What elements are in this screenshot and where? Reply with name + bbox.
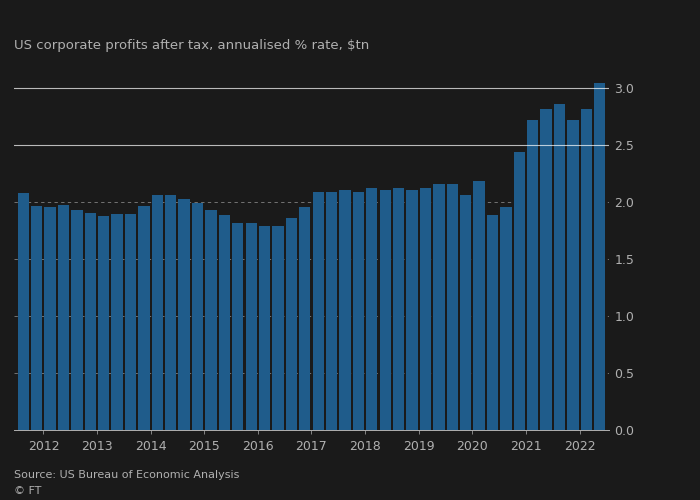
Bar <box>98 216 109 430</box>
Bar <box>85 212 96 430</box>
Bar <box>18 193 29 430</box>
Bar <box>58 204 69 430</box>
Bar <box>178 199 190 430</box>
Bar <box>473 180 484 430</box>
Bar <box>246 223 257 430</box>
Bar <box>111 214 123 430</box>
Bar <box>447 184 458 430</box>
Bar <box>286 218 297 430</box>
Bar <box>232 223 244 430</box>
Bar <box>205 210 217 430</box>
Bar <box>299 207 311 430</box>
Bar <box>192 204 203 430</box>
Bar <box>393 188 405 430</box>
Bar <box>71 210 83 430</box>
Bar <box>554 104 565 430</box>
Bar <box>326 192 337 430</box>
Bar <box>45 207 56 430</box>
Bar <box>500 207 512 430</box>
Bar <box>527 120 538 430</box>
Bar <box>272 226 284 430</box>
Bar <box>31 206 43 430</box>
Bar <box>420 188 431 430</box>
Bar <box>165 196 176 430</box>
Bar <box>340 190 351 430</box>
Bar <box>433 184 444 430</box>
Bar <box>139 206 150 430</box>
Text: © FT: © FT <box>14 486 41 496</box>
Bar <box>460 196 471 430</box>
Bar <box>312 192 324 430</box>
Bar <box>259 226 270 430</box>
Bar <box>353 192 364 430</box>
Bar <box>594 83 606 430</box>
Bar <box>540 109 552 430</box>
Bar <box>379 190 391 430</box>
Bar <box>567 120 578 430</box>
Bar <box>406 190 418 430</box>
Bar <box>366 188 377 430</box>
Bar <box>125 214 136 430</box>
Bar <box>218 215 230 430</box>
Bar <box>514 152 525 430</box>
Text: US corporate profits after tax, annualised % rate, $tn: US corporate profits after tax, annualis… <box>14 39 370 52</box>
Bar <box>152 196 163 430</box>
Bar <box>580 109 592 430</box>
Text: Source: US Bureau of Economic Analysis: Source: US Bureau of Economic Analysis <box>14 470 239 480</box>
Bar <box>486 215 498 430</box>
